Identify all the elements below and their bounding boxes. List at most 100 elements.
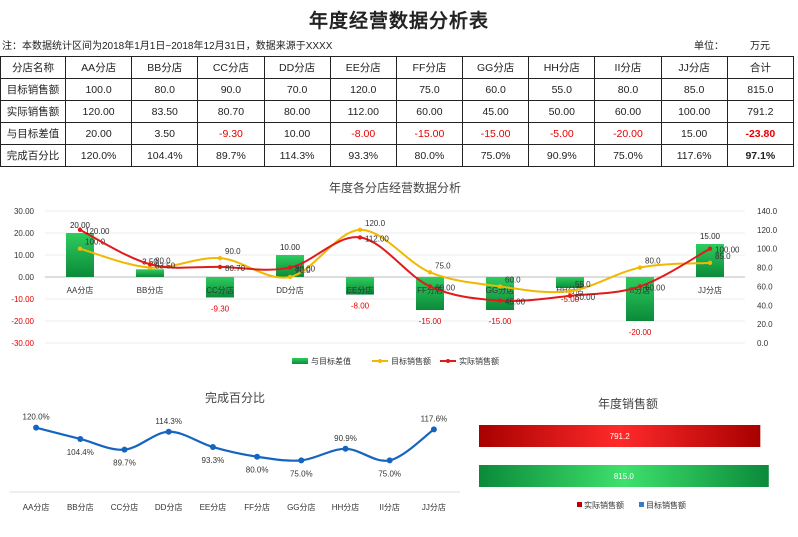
actual-sales-label: 45.00 (505, 298, 526, 307)
target-sales-point (147, 265, 153, 270)
y-left-tick: 30.00 (14, 207, 35, 216)
target-sales-point (427, 270, 433, 275)
target-sales-label: 85.0 (715, 252, 731, 261)
table-cell: 15.00 (660, 122, 728, 145)
percent-point (342, 445, 349, 452)
combo-chart: 年度各分店经营数据分析 30.00 20.00 10.00 0.00 -10.00 -20… (11, 180, 778, 366)
target-sales-point (637, 265, 643, 270)
unit-label: 单位： (694, 41, 724, 52)
table-header-row: 分店名称 AA分店 BB分店 CC分店 DD分店 EE分店 FF分店 GG分店 … (0, 56, 795, 79)
actual-sales-label: 60.00 (435, 283, 456, 292)
unit-value: 万元 (750, 41, 770, 52)
diff-bar (346, 277, 374, 295)
legend-swatch (577, 502, 582, 507)
percent-label: 90.9% (334, 434, 357, 443)
x-tick-label: CC分店 (111, 502, 139, 512)
table-cell: 97.1% (726, 144, 795, 167)
table-cell: 104.4% (131, 144, 199, 167)
diff-bar-label: 15.00 (700, 232, 721, 241)
target-sales-label: 120.0 (365, 219, 386, 228)
actual-sales-label: 50.00 (575, 293, 596, 302)
table-cell: 80.00 (263, 100, 331, 123)
y-right-tick: 0.0 (757, 339, 769, 348)
diff-bar (556, 277, 584, 288)
percent-label: 75.0% (290, 469, 313, 478)
target-sales-label: 75.0 (435, 261, 451, 270)
header-cell: GG分店 (462, 56, 530, 79)
y-right-tick: 100.0 (757, 245, 778, 254)
actual-sales-bar (479, 425, 761, 447)
percent-line (35, 426, 435, 462)
x-tick-label: EE分店 (200, 502, 227, 512)
legend-swatch (292, 358, 308, 364)
target-sales-label: 55.0 (575, 280, 591, 289)
table-cell: 3.50 (131, 122, 199, 145)
header-cell: 合计 (726, 56, 795, 79)
table-cell: 75.0% (462, 144, 530, 167)
table-row: 实际销售额 120.00 83.50 80.70 80.00 112.00 60… (0, 100, 795, 123)
table-row: 与目标差值 20.00 3.50 -9.30 10.00 -8.00 -15.0… (0, 122, 795, 145)
legend-swatch (639, 502, 644, 507)
actual-sales-point (497, 298, 503, 303)
row-label: 与目标差值 (0, 122, 66, 145)
diff-bar-label: 10.00 (280, 243, 301, 252)
y-right-tick: 40.0 (757, 301, 773, 310)
x-tick-label: GG分店 (287, 502, 315, 512)
header-cell: AA分店 (64, 56, 133, 79)
y-right-tick: 120.0 (757, 226, 778, 235)
header-cell: FF分店 (395, 56, 464, 79)
target-sales-point (217, 255, 223, 261)
actual-sales-label: 120.00 (85, 227, 110, 236)
y-right-tick: 60.0 (757, 282, 773, 291)
percent-label: 104.4% (67, 448, 94, 457)
table-cell: 75.0% (594, 144, 662, 167)
table-cell: 70.0 (263, 78, 331, 101)
target-sales-label: 100.0 (85, 238, 106, 247)
page-title: 年度经营数据分析表 (308, 11, 489, 32)
header-cell: HH分店 (528, 56, 596, 79)
x-tick-label: DD分店 (276, 285, 304, 295)
table-cell: 120.00 (64, 100, 133, 123)
actual-sales-point (77, 227, 83, 233)
target-sales-label: 70.0 (295, 266, 311, 275)
x-tick-label: JJ分店 (698, 285, 722, 295)
table-cell: -5.00 (528, 122, 596, 145)
y-left-tick: 0.00 (18, 273, 34, 282)
actual-sales-label: 83.50 (155, 261, 176, 270)
actual-sales-point (427, 284, 433, 289)
table-cell: 60.00 (594, 100, 662, 123)
percent-label: 89.7% (113, 459, 136, 468)
actual-sales-point (357, 235, 363, 240)
target-sales-label: 80.0 (645, 257, 661, 266)
table-cell: 85.0 (660, 78, 728, 101)
target-sales-line (79, 228, 711, 294)
annual-sales-chart: 年度销售额 791.2 815.0 实际销售额 目标销售额 (479, 396, 769, 510)
header-cell: CC分店 (197, 56, 265, 79)
data-table: 分店名称 AA分店 BB分店 CC分店 DD分店 EE分店 FF分店 GG分店 … (0, 56, 795, 167)
table-cell: -23.80 (726, 122, 795, 145)
percent-chart: 完成百分比 120.0% 104.4% 89.7% 114.3% 93.3% 80.0% 7… (10, 390, 460, 512)
actual-sales-value: 791.2 (610, 432, 631, 441)
percent-point (254, 453, 261, 460)
target-sales-label: 80.0 (155, 257, 171, 266)
x-tick-label: JJ分店 (422, 502, 446, 512)
table-cell: 89.7% (197, 144, 265, 167)
actual-sales-line (79, 228, 711, 302)
x-tick-label: GG分店 (486, 285, 514, 295)
data-note: 注：本数据统计区间为2018年1月1日~2018年12月31日，数据来源于XXX… (2, 41, 333, 52)
table-cell: 80.0% (395, 144, 464, 167)
x-tick-label: DD分店 (155, 502, 183, 512)
target-sales-point (357, 227, 363, 233)
percent-point (386, 457, 393, 464)
diff-bar-label: -8.00 (351, 302, 370, 311)
legend-marker (446, 359, 450, 363)
percent-point (165, 428, 172, 435)
table-cell: 10.00 (263, 122, 331, 145)
x-tick-label: AA分店 (67, 285, 94, 295)
table-cell: 80.0 (131, 78, 199, 101)
table-cell: 117.6% (660, 144, 728, 167)
table-cell: 55.0 (528, 78, 596, 101)
y-left-tick: 20.00 (14, 229, 35, 238)
table-cell: 45.00 (462, 100, 530, 123)
percent-point (430, 426, 437, 433)
